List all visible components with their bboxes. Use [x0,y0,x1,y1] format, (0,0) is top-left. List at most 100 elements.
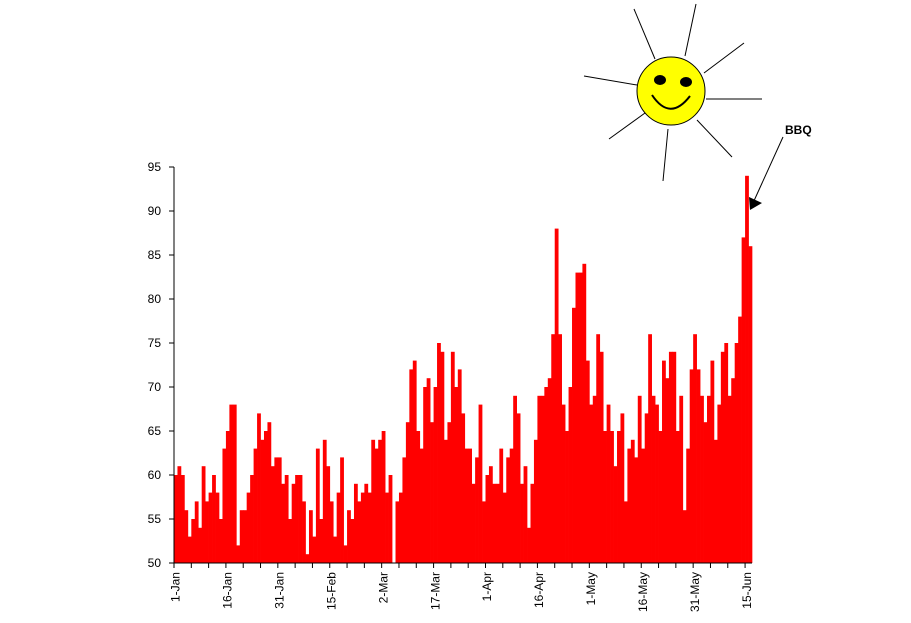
bar [336,492,341,563]
bar [502,492,507,563]
bar [506,457,511,563]
bar [748,246,753,563]
bar [516,413,521,563]
bar [295,475,299,563]
bar [544,387,549,563]
bar [229,404,234,563]
y-tick-label: 50 [148,556,162,570]
bar [592,395,597,563]
bar [225,431,230,563]
bar [648,334,652,563]
bar [430,422,434,563]
bar [724,343,729,563]
bar [402,457,407,563]
bbq-annotation: BBQ [749,123,812,210]
bar [662,360,666,563]
bar [308,510,313,563]
bar [412,360,417,563]
x-tick-label: 15-Feb [324,572,338,610]
bar [315,448,320,563]
bar [191,519,196,563]
bar [329,501,334,563]
bar [745,175,749,564]
y-tick-label: 80 [148,292,162,306]
bar [617,431,621,563]
bar [561,404,566,563]
bar [274,457,279,563]
bar [689,369,694,563]
bar [291,483,296,563]
bar [246,492,251,563]
bar [495,483,500,563]
x-tick-label: 16-May [636,572,650,612]
bar [347,510,351,563]
bar [353,483,358,563]
bar [589,404,594,563]
bar [288,519,293,563]
bar [423,387,428,563]
bar [482,501,486,563]
bar [582,263,587,563]
bar [378,439,383,563]
bar [333,536,338,563]
bar [610,431,614,563]
y-tick-label: 60 [148,468,162,482]
bar [707,395,711,563]
bar [468,448,472,563]
bar [530,483,535,563]
x-tick-label: 1-May [584,572,598,605]
bar [554,228,559,563]
bar [263,431,268,563]
bar [485,475,490,563]
bar [180,475,185,563]
bar [395,501,400,563]
bar [464,448,469,563]
bar [693,334,697,563]
bar [208,492,213,563]
bar [717,404,722,563]
bar [578,272,583,563]
bar [565,431,569,563]
bar [212,475,216,563]
bar [243,510,248,563]
x-tick-label: 17-Mar [428,572,442,610]
bar [471,483,476,563]
bar [641,448,646,563]
bar [527,527,531,563]
bar [454,387,459,563]
bar [447,422,452,563]
bar [734,343,739,563]
bar [284,475,289,563]
bar [727,395,732,563]
bar [298,475,303,563]
bar [575,272,580,563]
bar [222,448,227,563]
bar [194,501,199,563]
y-tick-label: 85 [148,248,162,262]
bar [302,501,306,563]
x-tick-label: 16-Jan [221,572,235,609]
bar [700,395,704,563]
bar [710,360,715,563]
x-tick-label: 15-Jun [740,572,754,609]
bar [367,492,372,563]
bar [184,510,189,563]
bar [475,457,479,563]
bar [623,501,628,563]
bar [627,448,632,563]
bar [416,431,421,563]
bar [405,422,410,563]
bar [350,519,355,563]
bar [326,466,331,563]
bar [488,466,493,563]
bar [537,395,542,563]
bar [634,457,639,563]
x-axis: 1-Jan 16-Jan 31-Jan 15-Feb 2-Mar 17-Mar 1-Apr 1… [169,562,754,612]
bar [267,422,272,563]
bar [398,492,403,563]
bar [713,439,718,563]
bar [232,404,237,563]
bar [343,545,348,563]
bar [568,387,573,563]
bar [513,395,517,563]
